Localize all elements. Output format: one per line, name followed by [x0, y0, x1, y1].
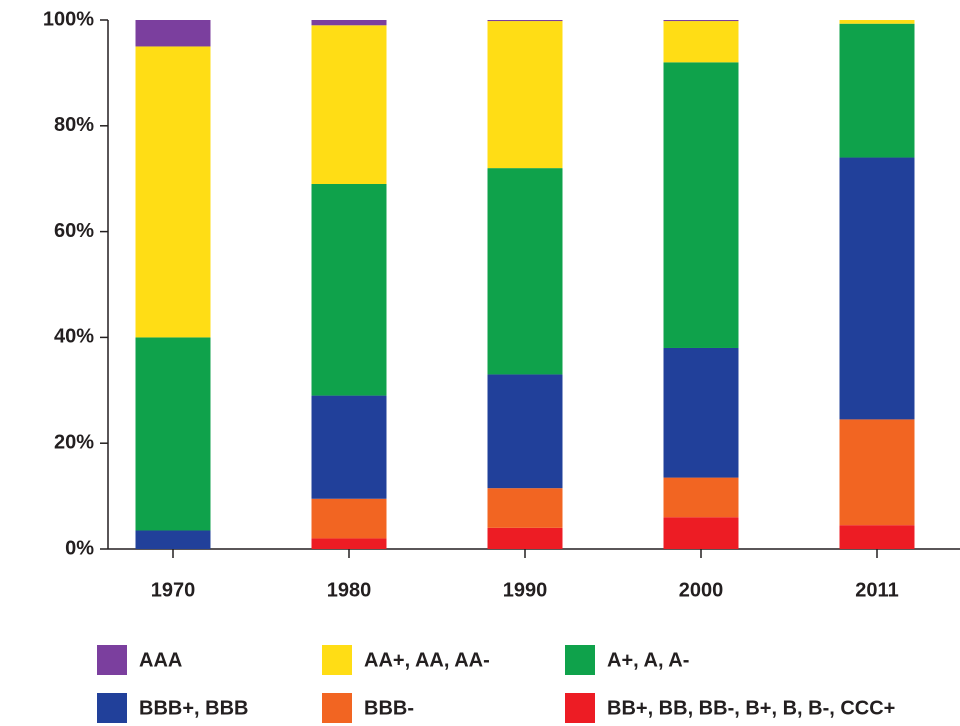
- bar-segment: [663, 62, 739, 348]
- legend-label: A+, A, A-: [607, 649, 689, 671]
- bar-segment: [311, 20, 387, 26]
- bar-segment: [487, 488, 563, 528]
- legend-swatch: [565, 693, 595, 723]
- legend-swatch: [565, 645, 595, 675]
- bar-segment: [839, 525, 915, 549]
- bar-segment: [663, 347, 739, 478]
- bar-segment: [663, 477, 739, 518]
- bar-segment: [663, 21, 739, 63]
- x-tick-label: 1980: [327, 579, 372, 601]
- legend-swatch: [97, 693, 127, 723]
- bar-segment: [487, 374, 563, 489]
- y-tick-label: 100%: [43, 8, 94, 30]
- y-tick-label: 80%: [54, 114, 94, 136]
- bar-segment: [839, 23, 915, 158]
- y-tick-label: 40%: [54, 326, 94, 348]
- bar-segment: [487, 20, 563, 22]
- x-tick-label: 1990: [503, 579, 548, 601]
- y-tick-label: 60%: [54, 220, 94, 242]
- x-tick-label: 2011: [855, 579, 898, 601]
- bar-segment: [311, 183, 387, 396]
- legend-label: BBB-: [364, 697, 414, 719]
- legend-label: AA+, AA, AA-: [364, 649, 490, 671]
- bar-segment: [311, 538, 387, 549]
- bar-segment: [135, 337, 211, 531]
- bar-segment: [487, 527, 563, 549]
- bar-segment: [839, 20, 915, 24]
- bar-segment: [487, 21, 563, 169]
- legend-label: BB+, BB, BB-, B+, B, B-, CCC+: [607, 697, 895, 719]
- legend-label: BBB+, BBB: [139, 697, 248, 719]
- bar-segment: [663, 517, 739, 549]
- bar-segment: [135, 530, 211, 549]
- bar-segment: [663, 20, 739, 22]
- bar-segment: [311, 25, 387, 184]
- bar-segment: [839, 157, 915, 420]
- bar-segment: [311, 395, 387, 499]
- bar-segment: [135, 20, 211, 47]
- legend-swatch: [97, 645, 127, 675]
- legend-label: AAA: [139, 649, 182, 671]
- legend-swatch: [322, 645, 352, 675]
- bar-segment: [839, 419, 915, 526]
- bar-segment: [311, 498, 387, 539]
- x-tick-label: 1970: [151, 579, 196, 601]
- bar-segment: [487, 168, 563, 375]
- x-tick-label: 2000: [679, 579, 724, 601]
- legend-swatch: [322, 693, 352, 723]
- y-tick-label: 0%: [65, 537, 94, 559]
- y-tick-label: 20%: [54, 431, 94, 453]
- bar-segment: [135, 46, 211, 338]
